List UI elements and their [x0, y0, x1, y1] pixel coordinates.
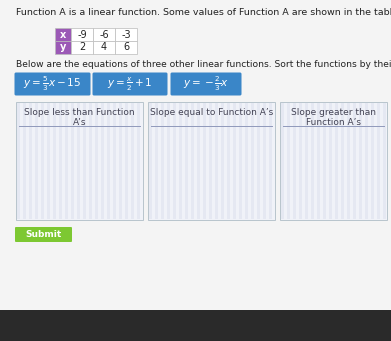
- Text: Function A is a linear function. Some values of Function A are shown in the tabl: Function A is a linear function. Some va…: [16, 8, 391, 17]
- FancyBboxPatch shape: [179, 103, 182, 219]
- FancyBboxPatch shape: [53, 103, 56, 219]
- FancyBboxPatch shape: [119, 103, 122, 219]
- FancyBboxPatch shape: [185, 103, 188, 219]
- FancyBboxPatch shape: [280, 102, 387, 220]
- FancyBboxPatch shape: [95, 103, 98, 219]
- Text: Slope equal to Function A’s: Slope equal to Function A’s: [150, 108, 273, 117]
- Text: Submit: Submit: [25, 230, 62, 239]
- FancyBboxPatch shape: [305, 103, 308, 219]
- FancyBboxPatch shape: [251, 103, 254, 219]
- FancyBboxPatch shape: [115, 28, 137, 41]
- FancyBboxPatch shape: [0, 310, 391, 341]
- FancyBboxPatch shape: [35, 103, 38, 219]
- FancyBboxPatch shape: [329, 103, 332, 219]
- FancyBboxPatch shape: [113, 103, 116, 219]
- FancyBboxPatch shape: [125, 103, 128, 219]
- FancyBboxPatch shape: [148, 102, 275, 220]
- FancyBboxPatch shape: [365, 103, 368, 219]
- FancyBboxPatch shape: [115, 41, 137, 54]
- FancyBboxPatch shape: [293, 103, 296, 219]
- Text: $y = -\frac{2}{3}x$: $y = -\frac{2}{3}x$: [183, 75, 229, 93]
- FancyBboxPatch shape: [131, 103, 134, 219]
- FancyBboxPatch shape: [93, 73, 167, 95]
- FancyBboxPatch shape: [317, 103, 320, 219]
- FancyBboxPatch shape: [167, 103, 170, 219]
- FancyBboxPatch shape: [299, 103, 302, 219]
- FancyBboxPatch shape: [0, 0, 391, 310]
- Text: -9: -9: [77, 30, 87, 40]
- FancyBboxPatch shape: [359, 103, 362, 219]
- FancyBboxPatch shape: [227, 103, 230, 219]
- Text: y: y: [60, 43, 66, 53]
- Text: Slope greater than
Function A’s: Slope greater than Function A’s: [291, 108, 376, 128]
- FancyBboxPatch shape: [347, 103, 350, 219]
- Text: $y = \frac{5}{3}x - 15$: $y = \frac{5}{3}x - 15$: [23, 75, 82, 93]
- FancyBboxPatch shape: [101, 103, 104, 219]
- FancyBboxPatch shape: [55, 28, 71, 41]
- FancyBboxPatch shape: [47, 103, 50, 219]
- FancyBboxPatch shape: [383, 103, 386, 219]
- FancyBboxPatch shape: [55, 41, 71, 54]
- FancyBboxPatch shape: [341, 103, 344, 219]
- FancyBboxPatch shape: [209, 103, 212, 219]
- FancyBboxPatch shape: [170, 73, 242, 95]
- FancyBboxPatch shape: [155, 103, 158, 219]
- FancyBboxPatch shape: [71, 41, 93, 54]
- FancyBboxPatch shape: [77, 103, 80, 219]
- Text: -6: -6: [99, 30, 109, 40]
- FancyBboxPatch shape: [93, 41, 115, 54]
- FancyBboxPatch shape: [41, 103, 44, 219]
- FancyBboxPatch shape: [203, 103, 206, 219]
- FancyBboxPatch shape: [137, 103, 140, 219]
- Text: 4: 4: [101, 43, 107, 53]
- FancyBboxPatch shape: [245, 103, 248, 219]
- FancyBboxPatch shape: [161, 103, 164, 219]
- FancyBboxPatch shape: [221, 103, 224, 219]
- FancyBboxPatch shape: [323, 103, 326, 219]
- FancyBboxPatch shape: [287, 103, 290, 219]
- FancyBboxPatch shape: [149, 103, 152, 219]
- FancyBboxPatch shape: [83, 103, 86, 219]
- Text: 2: 2: [79, 43, 85, 53]
- FancyBboxPatch shape: [311, 103, 314, 219]
- FancyBboxPatch shape: [269, 103, 272, 219]
- FancyBboxPatch shape: [191, 103, 194, 219]
- FancyBboxPatch shape: [17, 103, 20, 219]
- FancyBboxPatch shape: [71, 103, 74, 219]
- FancyBboxPatch shape: [281, 103, 284, 219]
- FancyBboxPatch shape: [59, 103, 62, 219]
- FancyBboxPatch shape: [16, 102, 143, 220]
- FancyBboxPatch shape: [377, 103, 380, 219]
- FancyBboxPatch shape: [107, 103, 110, 219]
- FancyBboxPatch shape: [93, 28, 115, 41]
- FancyBboxPatch shape: [65, 103, 68, 219]
- Text: -3: -3: [121, 30, 131, 40]
- FancyBboxPatch shape: [353, 103, 356, 219]
- FancyBboxPatch shape: [371, 103, 374, 219]
- FancyBboxPatch shape: [29, 103, 32, 219]
- FancyBboxPatch shape: [71, 28, 93, 41]
- Text: Below are the equations of three other linear functions. Sort the functions by t: Below are the equations of three other l…: [16, 60, 391, 69]
- Text: Slope less than Function
A’s: Slope less than Function A’s: [24, 108, 135, 128]
- FancyBboxPatch shape: [215, 103, 218, 219]
- FancyBboxPatch shape: [263, 103, 266, 219]
- FancyBboxPatch shape: [335, 103, 338, 219]
- FancyBboxPatch shape: [89, 103, 92, 219]
- FancyBboxPatch shape: [239, 103, 242, 219]
- Text: $y = \frac{x}{2} + 1$: $y = \frac{x}{2} + 1$: [107, 75, 153, 92]
- FancyBboxPatch shape: [15, 227, 72, 242]
- Text: 6: 6: [123, 43, 129, 53]
- FancyBboxPatch shape: [173, 103, 176, 219]
- Text: x: x: [60, 30, 66, 40]
- FancyBboxPatch shape: [257, 103, 260, 219]
- FancyBboxPatch shape: [14, 73, 90, 95]
- FancyBboxPatch shape: [197, 103, 200, 219]
- FancyBboxPatch shape: [23, 103, 26, 219]
- FancyBboxPatch shape: [233, 103, 236, 219]
